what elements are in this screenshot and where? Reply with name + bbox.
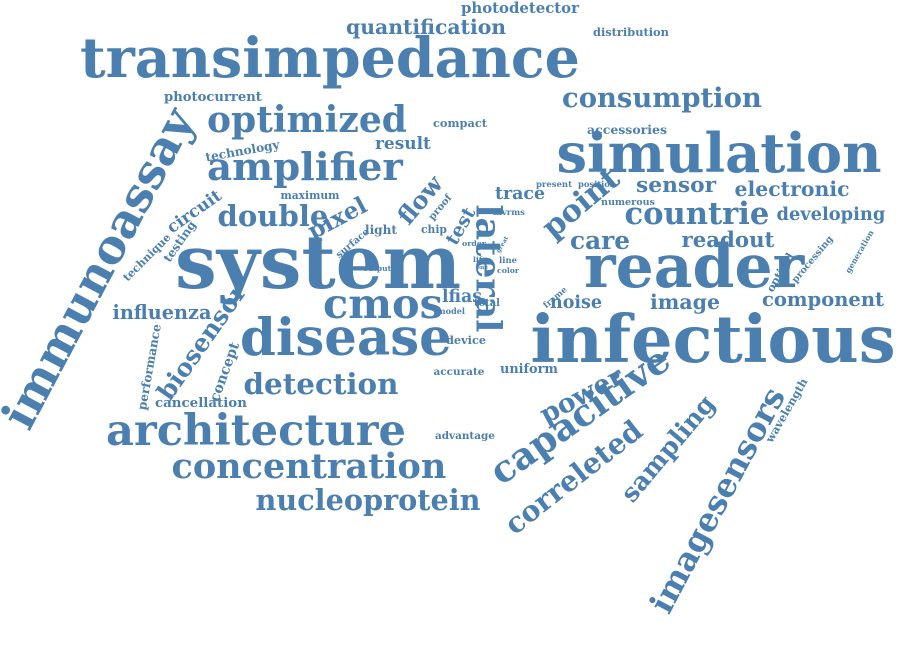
word-advantage: advantage (435, 430, 495, 442)
word-trace: trace (495, 183, 546, 204)
word-concentration: concentration (171, 445, 447, 487)
word-component: component (762, 288, 885, 311)
word-developing: developing (776, 204, 886, 225)
word-order: order (462, 239, 486, 248)
word-result: result (375, 132, 431, 153)
word-amplifier: amplifier (207, 144, 403, 190)
word-lfias: lfias (442, 286, 482, 307)
word-position: position (578, 179, 616, 189)
word-photodetector: photodetector (461, 0, 579, 17)
word-total: total (474, 298, 500, 309)
word-output: output (363, 263, 392, 273)
word-light: light (365, 223, 397, 237)
word-present: present (536, 179, 572, 189)
word-detection: detection (243, 365, 399, 401)
word-image: image (650, 290, 720, 314)
word-color: color (497, 266, 519, 275)
word-sensor: sensor (636, 173, 717, 198)
word-maximum: maximum (280, 188, 340, 202)
word-one: one (476, 264, 488, 271)
word-cmos: cmos (323, 278, 443, 328)
word-infectious: infectious (530, 301, 896, 378)
word-imagesensors: imagesensors (641, 379, 794, 619)
word-care: care (570, 225, 630, 255)
word-readout: readout (681, 227, 775, 253)
word-optimized: optimized (207, 99, 407, 141)
word-noise: noise (550, 293, 603, 313)
word-simulation: simulation (556, 121, 882, 185)
word-cancellation: cancellation (155, 394, 247, 411)
word-architecture: architecture (106, 404, 406, 456)
word-accessories: accessories (587, 121, 668, 137)
word-line: line (499, 256, 518, 266)
word-model: model (437, 306, 465, 316)
word-consumption: consumption (562, 81, 762, 114)
word-system: system (175, 219, 462, 306)
word-mvrms: mvrms (493, 207, 525, 217)
word-uniform: uniform (500, 361, 558, 377)
word-compact: compact (433, 115, 487, 130)
word-distribution: distribution (593, 24, 669, 39)
word-life: life (473, 255, 487, 264)
word-accurate: accurate (433, 366, 485, 378)
word-influenza: influenza (112, 300, 212, 324)
word-generation: generation (843, 228, 876, 275)
word-nucleoprotein: nucleoprotein (255, 482, 481, 517)
word-chip: chip (421, 222, 447, 236)
word-electronic: electronic (734, 177, 850, 201)
word-quantification: quantification (346, 15, 507, 39)
word-numerous: numerous (601, 197, 655, 208)
word-reader: reader (584, 232, 805, 302)
word-photocurrent: photocurrent (164, 89, 262, 105)
word-device: device (446, 332, 487, 347)
word-transimpedance: transimpedance (80, 25, 580, 91)
word-countrie: countrie (624, 195, 770, 232)
word-double: double (217, 198, 329, 233)
word-disease: disease (240, 307, 452, 368)
